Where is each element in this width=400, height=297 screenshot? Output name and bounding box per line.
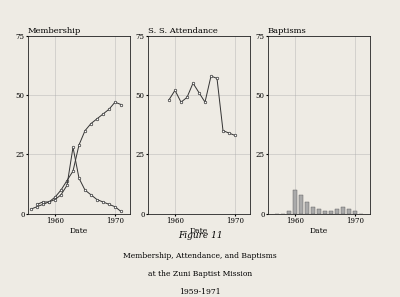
Bar — [329, 211, 333, 214]
Text: 1959-1971: 1959-1971 — [179, 288, 221, 296]
Text: Figure 11: Figure 11 — [178, 230, 222, 240]
Bar — [305, 202, 309, 214]
Bar — [341, 207, 345, 214]
X-axis label: Date: Date — [190, 227, 208, 235]
Bar — [353, 211, 357, 214]
Bar — [347, 209, 351, 214]
X-axis label: Date: Date — [70, 227, 88, 235]
Bar — [323, 211, 327, 214]
Text: Baptisms: Baptisms — [268, 27, 307, 35]
X-axis label: Date: Date — [310, 227, 328, 235]
Text: Membership, Attendance, and Baptisms: Membership, Attendance, and Baptisms — [123, 252, 277, 260]
Bar — [335, 209, 339, 214]
Bar — [293, 190, 297, 214]
Bar — [287, 211, 291, 214]
Bar — [299, 195, 303, 214]
Text: at the Zuni Baptist Mission: at the Zuni Baptist Mission — [148, 270, 252, 278]
Bar — [317, 209, 321, 214]
Text: Membership: Membership — [28, 27, 81, 35]
Text: S. S. Attendance: S. S. Attendance — [148, 27, 218, 35]
Bar — [311, 207, 315, 214]
